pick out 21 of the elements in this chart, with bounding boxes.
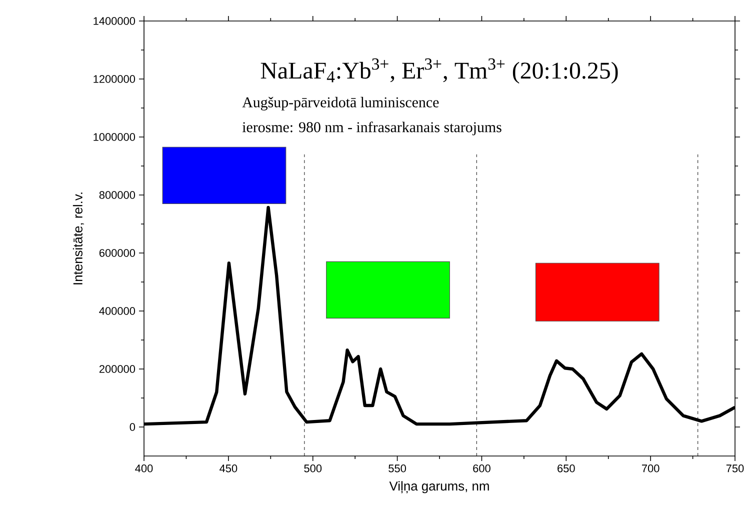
x-tick-label: 600	[473, 464, 490, 472]
annotation: Augšup-pārveidotā luminiscence	[242, 96, 439, 110]
y-axis-title: Intensitāte, rel.v.	[72, 192, 84, 284]
x-tick-label: 450	[220, 464, 238, 472]
y-tick-label: 200000	[99, 365, 136, 373]
y-tick-label: 400000	[99, 307, 136, 315]
x-tick-label: 500	[304, 464, 322, 472]
x-tick-label: 650	[558, 464, 575, 472]
x-tick-label: 400	[135, 464, 153, 472]
x-tick-label: 750	[726, 464, 744, 472]
y-tick-label: 1000000	[94, 133, 136, 141]
x-axis-title: Viļņa garums, nm	[389, 481, 489, 494]
y-tick-label: 1400000	[94, 17, 136, 25]
y-tick-label: 600000	[99, 249, 136, 257]
annotation: ierosme: 980 nm - infrasarkanais starojums	[242, 122, 502, 136]
y-tick-label: 1200000	[94, 75, 136, 83]
chart-title: NaLaF$_{4}$:Yb$^{3+}$, Er$^{3+}$, Tm$^{3+}$ (20:1:0.25)	[260, 58, 618, 84]
y-tick-label: 0	[130, 423, 136, 431]
x-tick-label: 550	[388, 464, 406, 472]
y-tick-label: 800000	[99, 191, 136, 199]
x-tick-label: 700	[642, 464, 660, 472]
